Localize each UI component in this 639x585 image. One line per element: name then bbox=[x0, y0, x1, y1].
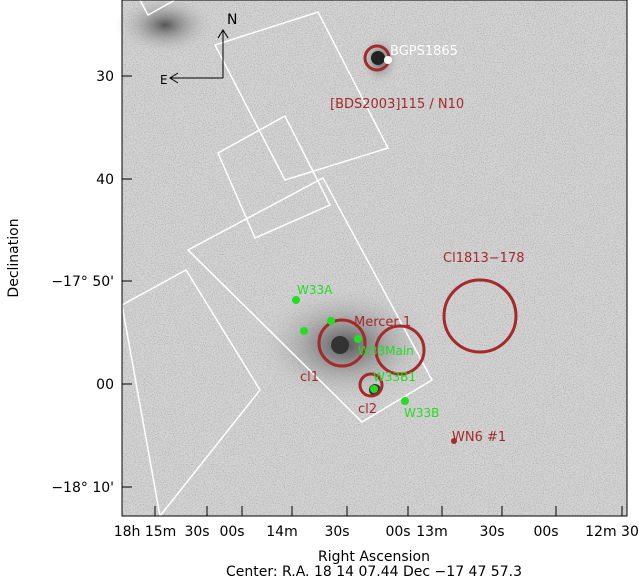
compass bbox=[169, 29, 229, 84]
annotation: [BDS2003]115 / N10 bbox=[330, 97, 464, 112]
annotation: cl2 bbox=[358, 402, 377, 417]
y-tick-label: −18° 10' bbox=[51, 480, 114, 496]
bgps-marker bbox=[384, 56, 392, 64]
y-tick-label: 30 bbox=[96, 69, 114, 85]
annotation: W33Main bbox=[358, 344, 414, 358]
footprints bbox=[121, 0, 434, 518]
y-tick-label: 40 bbox=[96, 172, 114, 188]
annotation: cl1 bbox=[300, 370, 319, 385]
annotation: BGPS1865 bbox=[390, 44, 458, 59]
x-tick-label: 00s bbox=[533, 524, 558, 540]
x-tick-label: 30s bbox=[324, 524, 349, 540]
annotation: W33B bbox=[404, 406, 439, 420]
y-tick-label: 00 bbox=[96, 377, 114, 393]
annotation: W33A bbox=[297, 283, 333, 297]
annotation: Mercer 1 bbox=[354, 315, 411, 330]
green-markers bbox=[292, 296, 409, 405]
plot-frame bbox=[121, 0, 628, 517]
annotation: W33B1 bbox=[373, 370, 416, 384]
compass-e: E bbox=[160, 73, 168, 87]
x-axis-title: Right Ascension bbox=[318, 549, 430, 565]
x-tick-label: 12m 30 bbox=[585, 524, 639, 540]
wn6-marker bbox=[451, 438, 457, 444]
x-tick-label: 18h 15m bbox=[114, 524, 177, 540]
image bbox=[115, 0, 627, 516]
annotation: Cl1813−178 bbox=[443, 251, 524, 266]
x-tick-label: 30s bbox=[184, 524, 209, 540]
compass-n: N bbox=[227, 12, 237, 28]
annotation: WN6 #1 bbox=[452, 430, 506, 445]
x-tick-label: 30s bbox=[479, 524, 504, 540]
footer: Center: R.A. 18 14 07.44 Dec −17 47 57.3 bbox=[226, 564, 522, 580]
y-tick-label: −17° 50' bbox=[51, 274, 114, 290]
x-tick-label: 00s bbox=[385, 524, 410, 540]
x-tick-label: 00s bbox=[219, 524, 244, 540]
x-tick-label: 14m bbox=[266, 524, 297, 540]
x-tick-label: 13m bbox=[416, 524, 447, 540]
y-axis-title: Declination bbox=[6, 218, 22, 297]
